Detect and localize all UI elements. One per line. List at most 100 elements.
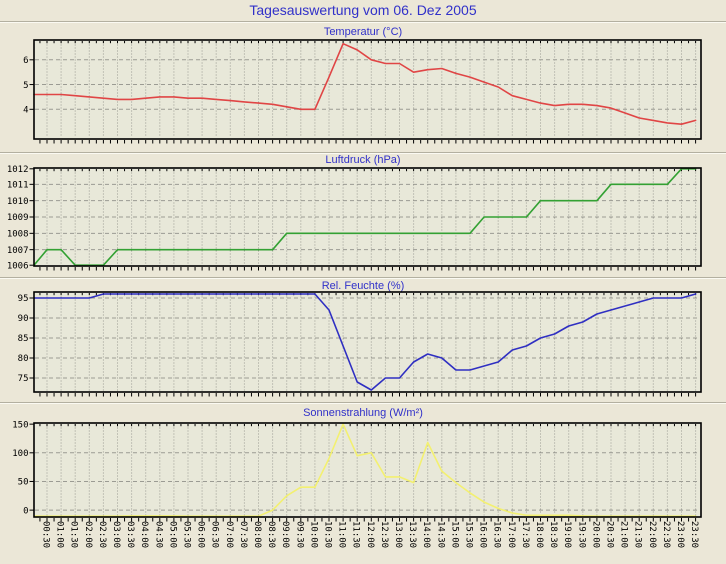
temperature-plot-background <box>34 40 701 139</box>
section-divider-1 <box>0 152 726 154</box>
svg-text:07:30: 07:30 <box>238 521 248 548</box>
svg-text:50: 50 <box>18 478 29 488</box>
humidity-series-line <box>33 293 697 391</box>
svg-text:0: 0 <box>23 506 28 516</box>
svg-text:05:00: 05:00 <box>167 521 177 548</box>
svg-text:85: 85 <box>18 334 29 344</box>
pressure-y-axis-labels: 1006 1007 1008 1009 1010 1011 1012 <box>7 165 34 271</box>
svg-text:1011: 1011 <box>7 181 29 191</box>
svg-text:06:30: 06:30 <box>210 521 220 548</box>
solar-v-gridlines <box>46 424 697 516</box>
svg-text:02:30: 02:30 <box>97 521 107 548</box>
solar-y-axis-labels: 0 50 100 150 <box>12 420 34 516</box>
svg-text:11:00: 11:00 <box>337 521 347 548</box>
svg-text:04:00: 04:00 <box>139 521 149 548</box>
svg-text:20:30: 20:30 <box>605 521 615 548</box>
svg-text:1008: 1008 <box>7 230 29 240</box>
page-title: Tagesauswertung vom 06. Dez 2005 <box>249 2 477 18</box>
pressure-v-gridlines <box>46 169 697 265</box>
svg-text:16:30: 16:30 <box>492 521 502 548</box>
svg-text:14:00: 14:00 <box>421 521 431 548</box>
svg-text:23:00: 23:00 <box>675 521 685 548</box>
svg-text:19:00: 19:00 <box>562 521 572 548</box>
svg-text:07:00: 07:00 <box>224 521 234 548</box>
svg-text:18:30: 18:30 <box>548 521 558 548</box>
svg-text:19:30: 19:30 <box>576 521 586 548</box>
svg-text:80: 80 <box>18 354 29 364</box>
chart-title-pressure: Luftdruck (hPa) <box>325 154 401 166</box>
temperature-v-gridlines <box>46 41 697 138</box>
pressure-x-tick-marks <box>39 169 697 271</box>
solar-series-line <box>33 423 697 518</box>
svg-text:21:30: 21:30 <box>633 521 643 548</box>
chart-title-temperature: Temperatur (°C) <box>323 26 403 38</box>
svg-text:18:00: 18:00 <box>534 521 544 548</box>
svg-text:15:30: 15:30 <box>464 521 474 548</box>
humidity-v-gridlines <box>46 293 697 391</box>
svg-text:6: 6 <box>23 56 28 66</box>
section-divider-2 <box>0 277 726 279</box>
svg-text:21:00: 21:00 <box>619 521 629 548</box>
svg-text:13:30: 13:30 <box>407 521 417 548</box>
svg-text:100: 100 <box>12 449 28 459</box>
svg-text:1009: 1009 <box>7 213 29 223</box>
temperature-plot-border <box>33 39 702 140</box>
svg-text:13:00: 13:00 <box>393 521 403 548</box>
svg-text:75: 75 <box>18 374 29 384</box>
temperature-x-tick-marks <box>39 41 697 144</box>
pressure-plot-border <box>33 167 702 267</box>
svg-text:22:30: 22:30 <box>661 521 671 548</box>
temperature-series-line <box>33 42 697 125</box>
humidity-plot-border <box>33 291 702 393</box>
svg-text:4: 4 <box>23 106 28 116</box>
svg-text:04:30: 04:30 <box>153 521 163 548</box>
humidity-y-axis-labels: 75 80 85 90 95 <box>18 294 34 384</box>
svg-text:06:00: 06:00 <box>196 521 206 548</box>
chart-solar: 0 50 100 150 <box>12 420 702 522</box>
humidity-plot-background <box>34 292 701 392</box>
chart-title-humidity: Rel. Feuchte (%) <box>321 280 405 292</box>
x-axis-time-labels: 00:30 01:00 01:30 02:00 02:30 03:00 03:30 04:00… <box>41 521 700 548</box>
svg-text:03:00: 03:00 <box>111 521 121 548</box>
svg-text:09:30: 09:30 <box>294 521 304 548</box>
svg-text:11:30: 11:30 <box>351 521 361 548</box>
chart-title-solar: Sonnenstrahlung (W/m²) <box>303 407 423 419</box>
svg-text:150: 150 <box>12 420 28 430</box>
svg-text:95: 95 <box>18 294 29 304</box>
solar-plot-background <box>34 423 701 517</box>
svg-text:5: 5 <box>23 81 28 91</box>
solar-x-tick-marks <box>39 424 697 522</box>
svg-text:23:30: 23:30 <box>689 521 699 548</box>
svg-text:01:00: 01:00 <box>55 521 65 548</box>
svg-text:08:00: 08:00 <box>252 521 262 548</box>
humidity-x-tick-marks <box>39 293 697 397</box>
chart-pressure: 1006 1007 1008 1009 1010 1011 1012 <box>7 165 702 271</box>
svg-text:01:30: 01:30 <box>69 521 79 548</box>
svg-text:02:00: 02:00 <box>83 521 93 548</box>
svg-text:15:00: 15:00 <box>449 521 459 548</box>
temperature-h-gridlines <box>35 59 700 110</box>
header-divider <box>0 21 726 23</box>
svg-text:17:00: 17:00 <box>506 521 516 548</box>
section-divider-3 <box>0 402 726 404</box>
chart-humidity: 75 80 85 90 95 <box>18 291 702 397</box>
svg-text:20:00: 20:00 <box>590 521 600 548</box>
svg-text:1007: 1007 <box>7 246 29 256</box>
svg-text:1006: 1006 <box>7 261 29 271</box>
svg-text:14:30: 14:30 <box>435 521 445 548</box>
svg-text:16:00: 16:00 <box>478 521 488 548</box>
svg-text:12:00: 12:00 <box>365 521 375 548</box>
pressure-series-line <box>33 168 697 267</box>
temperature-y-axis-labels: 4 5 6 <box>23 56 34 116</box>
svg-text:1012: 1012 <box>7 165 29 175</box>
solar-plot-border <box>33 422 702 518</box>
svg-text:90: 90 <box>18 314 29 324</box>
svg-text:22:00: 22:00 <box>647 521 657 548</box>
svg-text:12:30: 12:30 <box>379 521 389 548</box>
svg-text:1010: 1010 <box>7 197 29 207</box>
svg-text:10:30: 10:30 <box>323 521 333 548</box>
svg-text:08:30: 08:30 <box>266 521 276 548</box>
svg-text:09:00: 09:00 <box>280 521 290 548</box>
